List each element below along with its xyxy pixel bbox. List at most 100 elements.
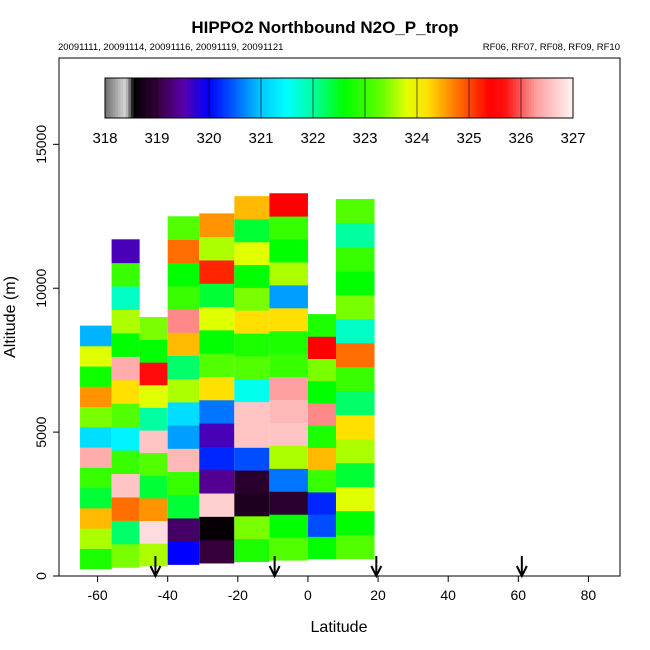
- heatmap-cell: [307, 358, 336, 382]
- heatmap-cell: [234, 218, 270, 243]
- colorbar-swatch: [110, 78, 114, 118]
- colorbar-swatch: [284, 78, 288, 118]
- colorbar-swatch: [393, 78, 397, 118]
- colorbar-swatch: [547, 78, 550, 118]
- heatmap-cell: [111, 309, 140, 334]
- heatmap-cell: [167, 401, 200, 426]
- colorbar-swatch: [396, 78, 400, 118]
- heatmap-cell: [307, 514, 336, 537]
- colorbar: 318 319 320 321 322 323 324 325 326 327: [92, 77, 586, 147]
- heatmap-cell: [111, 450, 140, 475]
- colorbar-swatch: [539, 78, 543, 118]
- heatmap-cell: [199, 329, 235, 354]
- colorbar-swatch: [339, 78, 342, 118]
- heatmap-cell: [335, 366, 375, 392]
- colorbar-swatch: [487, 78, 491, 118]
- chart-dates-subtitle: 20091111, 20091114, 20091116, 20091119, …: [58, 42, 284, 53]
- heatmap-cell: [335, 414, 375, 440]
- colorbar-swatch: [443, 78, 446, 118]
- x-axis-label: Latitude: [311, 619, 368, 636]
- colorbar-swatch: [172, 78, 176, 118]
- colorbar-swatch: [118, 78, 121, 118]
- heatmap-cell: [167, 285, 200, 310]
- heatmap-cell: [139, 543, 168, 567]
- colorbar-swatch: [341, 78, 345, 118]
- colorbar-swatch: [544, 78, 548, 118]
- colorbar-swatch: [359, 78, 363, 118]
- colorbar-swatch: [138, 78, 142, 118]
- x-tick-label: -60: [87, 587, 107, 603]
- axes: -60 -40 -20 0 20 40 60 80 0 5000 10000 15000: [33, 125, 596, 603]
- colorbar-swatch: [437, 78, 441, 118]
- colorbar-swatch: [531, 78, 535, 118]
- colorbar-swatch: [300, 78, 303, 118]
- colorbar-swatch: [552, 78, 556, 118]
- heatmap-cell: [167, 332, 200, 356]
- heatmap-cell: [199, 236, 235, 261]
- heatmap-cell: [307, 425, 336, 448]
- colorbar-swatch: [346, 78, 350, 118]
- colorbar-swatch: [570, 78, 574, 118]
- heatmap-cell: [139, 339, 168, 363]
- colorbar-swatch: [365, 78, 368, 118]
- heatmap-cell: [307, 469, 336, 493]
- heatmap-cell: [234, 538, 270, 563]
- heatmap-cell: [199, 306, 235, 331]
- colorbar-swatch: [177, 78, 181, 118]
- colorbar-tick-label: 318: [92, 130, 117, 147]
- colorbar-swatch: [268, 78, 272, 118]
- heatmap-cell: [80, 548, 112, 570]
- heatmap-cell: [269, 468, 308, 492]
- heatmap-cell: [234, 470, 270, 494]
- heatmap-cell: [269, 216, 308, 240]
- colorbar-swatch: [310, 78, 314, 118]
- heatmap-cell: [269, 193, 308, 217]
- heatmap-cell: [307, 403, 336, 426]
- heatmap-cell: [111, 543, 140, 568]
- colorbar-swatch: [391, 78, 394, 118]
- colorbar-swatch: [232, 78, 236, 118]
- heatmap-cell: [111, 497, 140, 521]
- heatmap-cell: [167, 541, 200, 565]
- heatmap-cell: [199, 469, 235, 494]
- heatmap-cell: [335, 342, 375, 368]
- colorbar-swatch: [302, 78, 306, 118]
- heatmap-cell: [80, 366, 112, 387]
- heatmap-cell: [269, 239, 308, 263]
- colorbar-swatch: [461, 78, 465, 118]
- colorbar-swatch: [549, 78, 553, 118]
- heatmap-cell: [111, 262, 140, 287]
- heatmap-cell: [307, 492, 336, 515]
- heatmap-cell: [234, 287, 270, 311]
- heatmap-cell: [199, 376, 235, 401]
- colorbar-swatch: [255, 78, 259, 118]
- x-tick-label: -40: [158, 587, 178, 603]
- heatmap-cell: [80, 447, 112, 468]
- heatmap-cell: [80, 508, 112, 529]
- colorbar-swatch: [242, 78, 246, 118]
- colorbar-swatch: [528, 78, 532, 118]
- colorbar-swatch: [372, 78, 376, 118]
- colorbar-swatch: [253, 78, 257, 118]
- colorbar-swatch: [318, 78, 322, 118]
- colorbar-swatch: [294, 78, 298, 118]
- heatmap-cell: [307, 380, 336, 404]
- heatmap-cell: [167, 355, 200, 380]
- heatmap-cell: [269, 422, 308, 446]
- colorbar-swatch: [518, 78, 522, 118]
- colorbar-swatch: [170, 78, 173, 118]
- colorbar-swatch: [136, 78, 140, 118]
- heatmap-cell: [167, 378, 200, 403]
- heatmap-cell: [80, 426, 112, 448]
- colorbar-swatch: [151, 78, 155, 118]
- heatmap-cell: [269, 284, 308, 309]
- colorbar-swatch: [237, 78, 241, 118]
- colorbar-swatch: [508, 78, 511, 118]
- heatmap-cell: [234, 241, 270, 266]
- colorbar-swatch: [521, 78, 524, 118]
- colorbar-swatch: [482, 78, 485, 118]
- colorbar-swatch: [214, 78, 218, 118]
- colorbar-swatch: [162, 78, 166, 118]
- colorbar-swatch: [541, 78, 545, 118]
